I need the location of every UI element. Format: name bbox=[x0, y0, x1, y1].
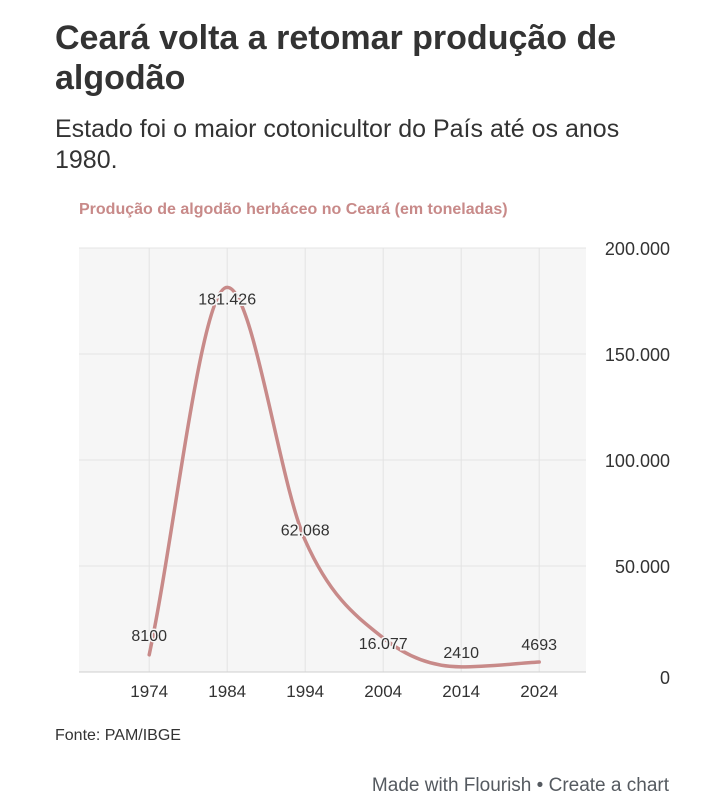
chart-subheading: Estado foi o maior cotonicultor do País … bbox=[55, 115, 620, 174]
x-tick-label: 1994 bbox=[286, 682, 324, 701]
y-tick-label: 150.000 bbox=[605, 345, 670, 365]
flourish-footer: Made with Flourish • Create a chart bbox=[372, 775, 669, 797]
footer-separator: • bbox=[531, 775, 549, 796]
x-tick-label: 2024 bbox=[520, 682, 558, 701]
series-line bbox=[147, 285, 541, 669]
x-tick-label: 1984 bbox=[208, 682, 246, 701]
y-tick-label: 100.000 bbox=[605, 451, 670, 471]
data-label: 8100 bbox=[131, 628, 167, 645]
data-label: 16.077 bbox=[359, 636, 408, 653]
x-tick-label: 2014 bbox=[442, 682, 480, 701]
data-label: 181.426 bbox=[198, 291, 256, 308]
line-chart: 0 50.000 100.000 150.000 200.000 1974 1984 1994… bbox=[79, 240, 670, 701]
source-note: Fonte: PAM/IBGE bbox=[55, 727, 181, 744]
chart-heading: Ceará volta a retomar produção de algodã… bbox=[55, 19, 617, 97]
chart-title: Produção de algodão herbáceo no Ceará (e… bbox=[79, 201, 508, 218]
made-with-flourish-link[interactable]: Made with Flourish bbox=[371, 775, 532, 796]
data-label: 62.068 bbox=[281, 522, 330, 539]
create-chart-link[interactable]: Create a chart bbox=[548, 775, 669, 796]
x-tick-label: 2004 bbox=[364, 682, 402, 701]
x-tick-label: 1974 bbox=[130, 682, 168, 701]
data-label: 4693 bbox=[521, 637, 557, 654]
y-tick-label: 200.000 bbox=[605, 240, 670, 259]
y-tick-label: 0 bbox=[660, 668, 670, 688]
data-label: 2410 bbox=[443, 645, 479, 662]
y-tick-label: 50.000 bbox=[615, 557, 670, 577]
